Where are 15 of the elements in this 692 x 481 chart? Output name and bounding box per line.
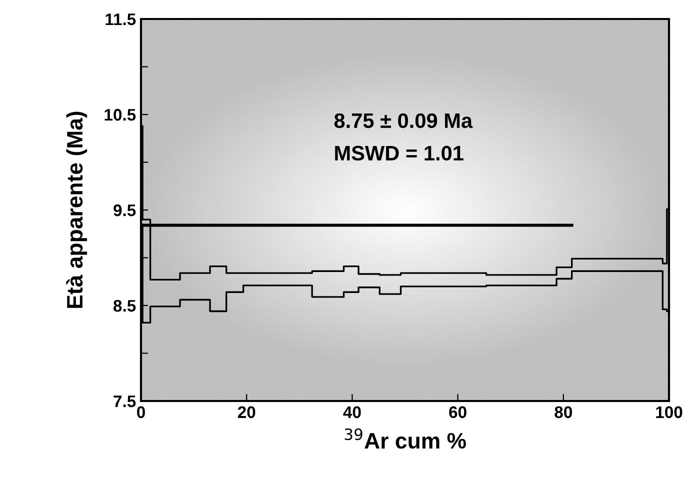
y-axis-title: Età apparente (Ma)	[66, 112, 88, 308]
annotation: MSWD = 1.01	[335, 146, 464, 161]
x-tick-label: 100	[656, 406, 682, 418]
y-tick-label: 8.5	[114, 300, 136, 312]
y-tick-label: 10.5	[104, 108, 136, 121]
y-tick-label: 9.5	[114, 204, 136, 216]
x-axis-title: $^{39}$Ar cum %	[344, 428, 466, 449]
y-tick-label: 11.5	[106, 14, 136, 26]
annotation: 8.75 ± 0.09 Ma	[334, 113, 473, 128]
x-tick-label: 60	[449, 406, 466, 418]
x-tick-label: 0	[137, 406, 145, 418]
x-tick-label: 40	[343, 406, 361, 418]
x-tick-label: 20	[238, 406, 256, 418]
x-tick-label: 80	[554, 406, 572, 418]
y-tick-label: 7.5	[114, 396, 136, 408]
